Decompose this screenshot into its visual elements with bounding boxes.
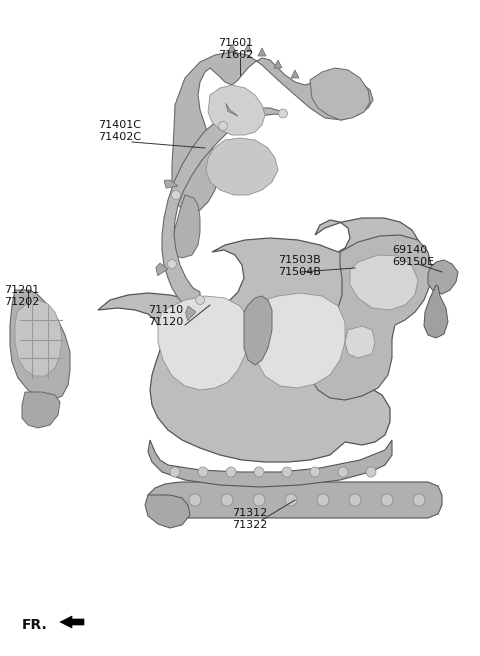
Polygon shape bbox=[60, 616, 84, 628]
Circle shape bbox=[189, 494, 201, 506]
Polygon shape bbox=[244, 296, 272, 365]
Polygon shape bbox=[424, 285, 448, 338]
Circle shape bbox=[338, 467, 348, 477]
Polygon shape bbox=[226, 103, 238, 116]
Polygon shape bbox=[206, 138, 278, 195]
Polygon shape bbox=[258, 48, 266, 56]
Polygon shape bbox=[98, 218, 422, 462]
Polygon shape bbox=[15, 300, 62, 376]
Circle shape bbox=[253, 494, 265, 506]
Polygon shape bbox=[228, 44, 236, 52]
Polygon shape bbox=[428, 260, 458, 294]
Polygon shape bbox=[252, 293, 345, 388]
Circle shape bbox=[218, 121, 228, 131]
Circle shape bbox=[413, 494, 425, 506]
Polygon shape bbox=[186, 306, 196, 321]
Circle shape bbox=[254, 467, 264, 477]
Text: 71601
71602: 71601 71602 bbox=[218, 38, 253, 60]
Polygon shape bbox=[291, 70, 299, 78]
Circle shape bbox=[282, 467, 292, 477]
Polygon shape bbox=[244, 44, 252, 52]
Polygon shape bbox=[274, 60, 282, 68]
Circle shape bbox=[317, 494, 329, 506]
Circle shape bbox=[310, 467, 320, 477]
Circle shape bbox=[195, 295, 204, 304]
Circle shape bbox=[381, 494, 393, 506]
Circle shape bbox=[278, 109, 288, 118]
Circle shape bbox=[198, 467, 208, 477]
Circle shape bbox=[226, 467, 236, 477]
Text: 71401C
71402C: 71401C 71402C bbox=[98, 120, 141, 142]
Text: 71201
71202: 71201 71202 bbox=[4, 285, 39, 307]
Text: FR.: FR. bbox=[22, 618, 48, 632]
Circle shape bbox=[349, 494, 361, 506]
Circle shape bbox=[170, 467, 180, 477]
Text: 71312
71322: 71312 71322 bbox=[232, 508, 267, 530]
Circle shape bbox=[168, 260, 177, 268]
Polygon shape bbox=[148, 482, 442, 518]
Polygon shape bbox=[158, 296, 248, 390]
Polygon shape bbox=[156, 263, 168, 276]
Text: 71503B
71504B: 71503B 71504B bbox=[278, 255, 321, 277]
Circle shape bbox=[221, 494, 233, 506]
Polygon shape bbox=[148, 440, 392, 487]
Polygon shape bbox=[162, 108, 283, 308]
Polygon shape bbox=[164, 180, 178, 188]
Polygon shape bbox=[208, 85, 265, 135]
Polygon shape bbox=[350, 255, 418, 310]
Circle shape bbox=[285, 494, 297, 506]
Circle shape bbox=[366, 467, 376, 477]
Polygon shape bbox=[308, 235, 432, 400]
Polygon shape bbox=[310, 68, 370, 120]
Polygon shape bbox=[345, 326, 375, 358]
Polygon shape bbox=[172, 52, 373, 215]
Circle shape bbox=[171, 190, 180, 199]
Text: 71110
71120: 71110 71120 bbox=[148, 305, 183, 327]
Text: 69140
69150E: 69140 69150E bbox=[392, 245, 434, 267]
Polygon shape bbox=[145, 495, 190, 528]
Polygon shape bbox=[22, 392, 60, 428]
Polygon shape bbox=[172, 195, 200, 258]
Polygon shape bbox=[10, 290, 70, 400]
